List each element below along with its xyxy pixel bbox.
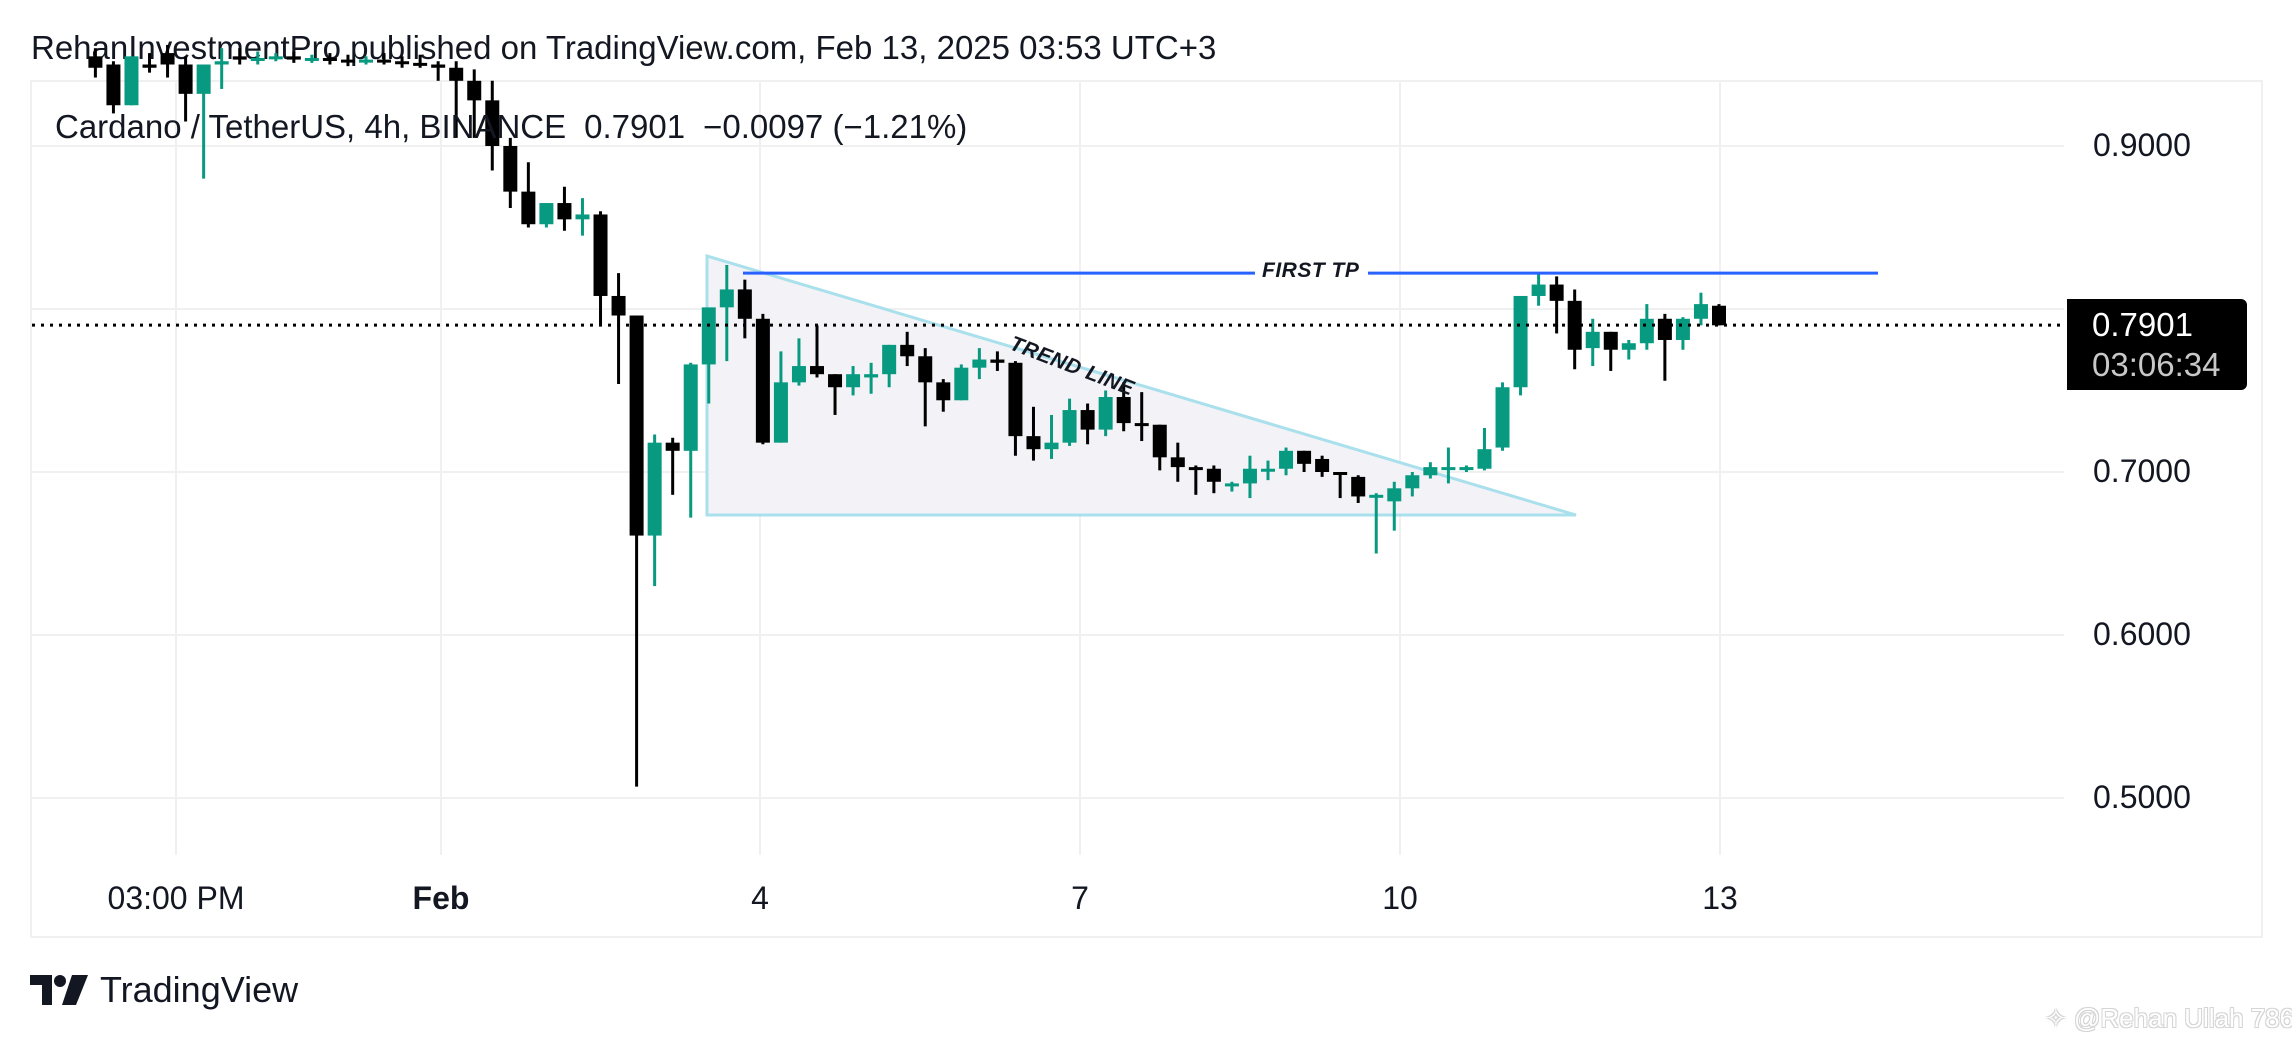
price-tick-1: 0.7000 [2093, 453, 2191, 489]
symbol-legend: Cardano / TetherUS, 4h, BINANCE 0.7901 −0.… [55, 107, 985, 147]
publish-header: RehanInvestmentPro published on TradingV… [31, 29, 1217, 66]
watermark-icon: ✧ [2045, 1003, 2075, 1033]
time-tick-1: Feb [412, 880, 470, 916]
time-tick-3: 7 [1071, 880, 1089, 916]
bar-countdown: 03:06:34 [2092, 346, 2221, 383]
first-tp-label[interactable]: FIRST TP [1262, 259, 1360, 282]
price-tick-0: 0.9000 [2093, 127, 2191, 163]
tradingview-logo[interactable]: TradingView [30, 969, 299, 1010]
price-tick-3: 0.5000 [2093, 779, 2191, 815]
time-tick-5: 13 [1702, 880, 1738, 916]
last-price-value: 0.7901 [2092, 306, 2193, 343]
last-price-label: 0.7901 03:06:34 [2067, 299, 2247, 390]
trend-triangle [705, 254, 1577, 517]
tradingview-logo-icon [30, 975, 88, 1005]
tradingview-brand: TradingView [100, 969, 299, 1010]
candles [88, 44, 1726, 787]
level-lines[interactable] [32, 271, 2064, 327]
symbol-name: Cardano / TetherUS, 4h, BINANCE [55, 108, 567, 145]
author-watermark: ✧ @Rehan Ullah 786 [2045, 1003, 2292, 1034]
price-change: −0.0097 (−1.21%) [703, 108, 968, 145]
price-tick-2: 0.6000 [2093, 616, 2191, 652]
time-tick-4: 10 [1382, 880, 1418, 916]
triangle-pattern[interactable] [705, 254, 1577, 517]
last-price: 0.7901 [584, 108, 686, 145]
time-tick-0: 03:00 PM [107, 880, 245, 916]
chart-frame[interactable] [30, 80, 2263, 938]
watermark-text: @Rehan Ullah 786 [2074, 1003, 2292, 1033]
time-tick-2: 4 [751, 880, 769, 916]
